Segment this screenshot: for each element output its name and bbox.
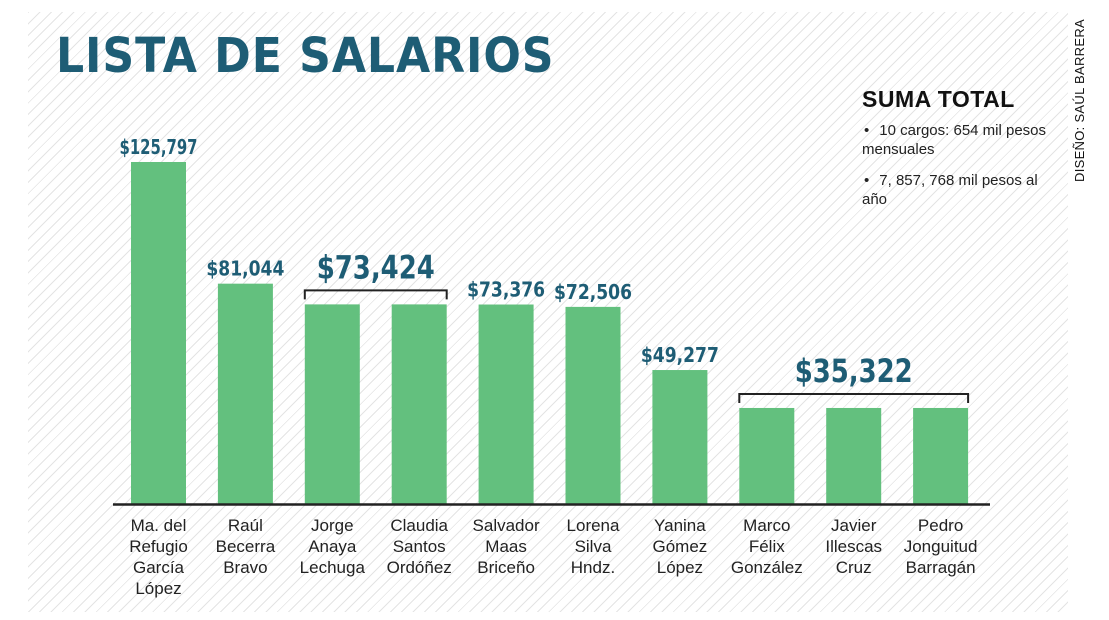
category-label: Briceño bbox=[477, 558, 535, 577]
category-label: Becerra bbox=[216, 537, 276, 556]
category-label: Refugio bbox=[129, 537, 188, 556]
data-label: $125,797 bbox=[120, 135, 198, 159]
data-label: $72,506 bbox=[554, 280, 632, 304]
category-label: Jorge bbox=[311, 516, 354, 535]
category-label: Lorena bbox=[567, 516, 620, 535]
category-label: Lechuga bbox=[300, 558, 366, 577]
bar bbox=[131, 162, 186, 504]
bar bbox=[391, 304, 447, 504]
category-label: Anaya bbox=[308, 537, 357, 556]
category-label: Raúl bbox=[228, 516, 263, 535]
bar bbox=[304, 304, 360, 504]
bar bbox=[652, 370, 708, 504]
category-label: Maas bbox=[485, 537, 527, 556]
category-label: López bbox=[657, 558, 703, 577]
category-label: Ordóñez bbox=[387, 558, 452, 577]
data-label: $49,277 bbox=[641, 343, 719, 367]
data-label: $73,376 bbox=[467, 278, 545, 302]
category-label: Barragán bbox=[906, 558, 976, 577]
bar bbox=[913, 407, 969, 504]
category-label: Yanina bbox=[654, 516, 706, 535]
bar bbox=[217, 283, 273, 504]
group-bracket bbox=[738, 392, 970, 403]
category-label: Hndz. bbox=[571, 558, 615, 577]
summary-list: • 10 cargos: 654 mil pesos mensuales • 7, … bbox=[862, 121, 1052, 209]
bar bbox=[565, 306, 621, 504]
group-bracket bbox=[303, 289, 448, 300]
category-label: Bravo bbox=[223, 558, 267, 577]
category-label: Javier bbox=[831, 516, 877, 535]
category-label: Jonguitud bbox=[904, 537, 978, 556]
hatched-background bbox=[28, 12, 1068, 612]
data-label: $81,044 bbox=[206, 257, 284, 281]
category-label: Illescas bbox=[825, 537, 882, 556]
bar bbox=[739, 407, 795, 504]
summary-item: • 7, 857, 768 mil pesos al año bbox=[862, 172, 1038, 208]
bar bbox=[478, 304, 534, 504]
category-label: Gómez bbox=[653, 537, 708, 556]
group-value-label: $35,322 bbox=[795, 352, 913, 390]
category-label: Salvador bbox=[473, 516, 540, 535]
category-label: González bbox=[731, 558, 803, 577]
category-label: Pedro bbox=[918, 516, 963, 535]
summary-item: • 10 cargos: 654 mil pesos mensuales bbox=[862, 122, 1047, 158]
category-label: Silva bbox=[575, 537, 612, 556]
chart-title: LISTA DE SALARIOS bbox=[56, 28, 555, 84]
group-value-label: $73,424 bbox=[317, 248, 435, 286]
summary-heading: SUMA TOTAL bbox=[862, 86, 1015, 112]
category-label: Cruz bbox=[836, 558, 872, 577]
category-label: López bbox=[135, 579, 181, 598]
category-label: Santos bbox=[393, 537, 446, 556]
summary-box: SUMA TOTAL • 10 cargos: 654 mil pesos men… bbox=[862, 86, 1052, 221]
category-label: Félix bbox=[749, 537, 785, 556]
bar bbox=[826, 407, 882, 504]
category-label: Marco bbox=[743, 516, 790, 535]
category-label: Claudia bbox=[390, 516, 448, 535]
category-label: García bbox=[133, 558, 185, 577]
category-label: Ma. del bbox=[131, 516, 187, 535]
